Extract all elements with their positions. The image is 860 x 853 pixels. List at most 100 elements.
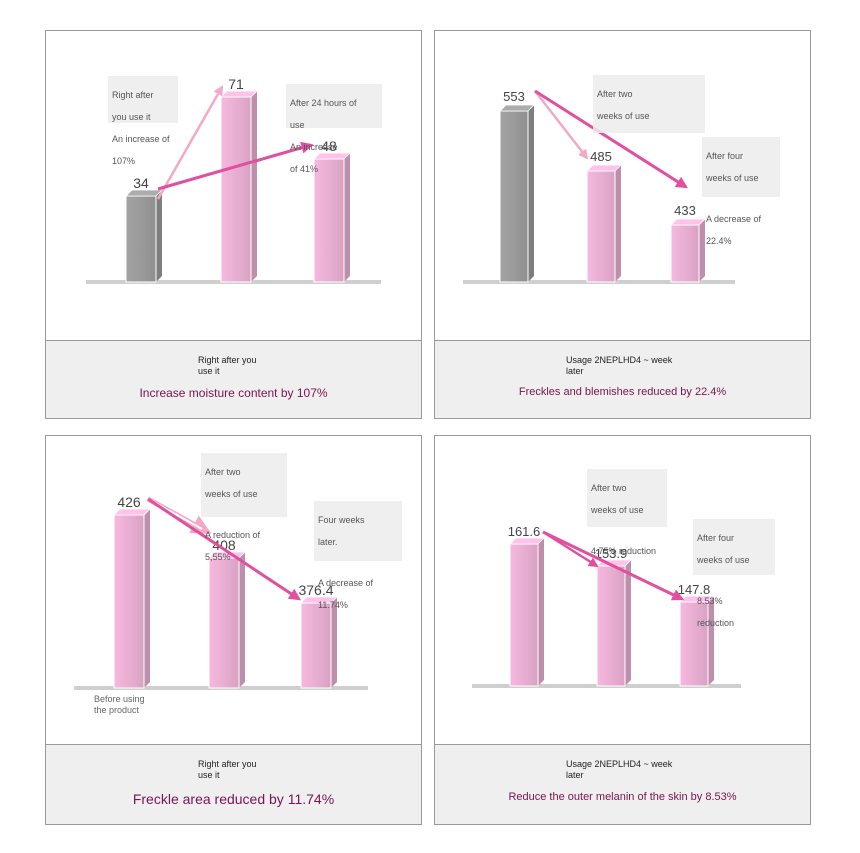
bar — [208, 551, 246, 689]
annotation-note-two-weeks: After two weeks of use 4.75% reduction — [587, 469, 667, 556]
bar-front — [220, 96, 252, 283]
note-line: Right after — [112, 90, 154, 100]
bar-side — [528, 105, 534, 282]
note-line: After two — [205, 467, 241, 477]
bar-top — [300, 596, 338, 604]
caption-title: Increase moisture content by 107% — [139, 386, 328, 400]
bar — [586, 164, 622, 283]
bar-chart-melanin: 161.6 153.9 147.8 — [472, 524, 741, 688]
caption-box: Usage 2NEPLHD4 ~ week later Freckles and… — [435, 340, 810, 418]
bar-side — [251, 91, 257, 282]
annotation-note-four-weeks: After four weeks of use 8.53% reduction — [693, 519, 775, 628]
note-line: Four weeks — [318, 515, 365, 525]
bar-side — [239, 552, 245, 688]
trend-arrow — [156, 85, 224, 200]
bar-front — [125, 195, 157, 283]
bar-front — [679, 601, 709, 687]
caption-box: Right after you use it Freckle area redu… — [46, 744, 421, 824]
bar-side — [708, 596, 714, 686]
note-line: After four — [706, 151, 744, 161]
bar — [670, 218, 706, 283]
note-line: later. — [318, 537, 338, 547]
caption-subtitle: Usage 2NEPLHD4 ~ week later — [566, 759, 673, 780]
bar-front — [586, 170, 616, 283]
note-line: weeks of use — [205, 489, 258, 499]
data-label: 376.4 — [298, 582, 333, 598]
trend-arrow — [534, 89, 689, 189]
caption-subtitle: Right after you use it — [198, 355, 257, 376]
caption-box: Right after you use it Increase moisture… — [46, 340, 421, 418]
bar-top — [220, 90, 258, 98]
bar — [596, 559, 632, 687]
bar-front — [499, 110, 529, 283]
note-line: use — [290, 120, 305, 130]
annotation-note-four-weeks: Four weeks later. A decrease of 11.74% — [314, 501, 402, 610]
note-line: 11.74% — [318, 600, 348, 610]
data-label: 34 — [133, 175, 149, 191]
bar — [499, 104, 535, 283]
data-label: 408 — [212, 537, 236, 553]
data-label: 553 — [503, 89, 525, 104]
note-line: A decrease of — [706, 214, 762, 224]
note-line: weeks of use — [597, 111, 650, 121]
note-line: After four — [697, 533, 735, 543]
annotation-note-right-after: Right after you use it An increase of 10… — [108, 76, 178, 166]
bar-top — [670, 218, 706, 226]
data-label: 71 — [228, 76, 244, 92]
note-line: After two — [597, 89, 633, 99]
bar-front — [670, 224, 700, 283]
bar-chart-freckles: 553 485 433 — [463, 89, 735, 284]
bar-front — [596, 565, 626, 687]
note-line: After two — [591, 483, 627, 493]
trend-arrow — [534, 90, 589, 160]
bar-side — [156, 190, 162, 282]
note-line: 107% — [112, 156, 136, 166]
chart-panel-freckles: 553 485 433 After two weeks of use After f… — [434, 30, 811, 419]
bar-top — [499, 104, 535, 112]
bar-top — [313, 152, 351, 160]
caption-title: Reduce the outer melanin of the skin by … — [508, 791, 737, 803]
bar-side — [344, 153, 350, 282]
annotation-note-four-weeks: After four weeks of use A decrease of 22… — [702, 137, 780, 246]
data-label: 161.6 — [508, 524, 541, 539]
bar-top — [586, 164, 622, 172]
data-label: 153.9 — [595, 546, 628, 561]
bar-side — [144, 509, 150, 688]
bar-front — [113, 514, 145, 689]
note-line: weeks of use — [706, 173, 759, 183]
bar-top — [509, 537, 545, 545]
bar-chart-moisture: 34 71 48 — [86, 76, 381, 284]
note-line: 5,55% — [205, 552, 231, 562]
annotation-note-24-hours: After 24 hours of use An increase of 41% — [286, 84, 382, 174]
bar-side — [615, 165, 621, 282]
chart-panel-melanin: 161.6 153.9 147.8 After two weeks of use 4… — [434, 435, 811, 825]
note-line: After 24 hours of — [290, 98, 357, 108]
note-line: reduction — [697, 618, 735, 628]
chart-panel-freckle-area: 426 408 376.4 After two weeks of use A red… — [45, 435, 422, 825]
caption-title: Freckles and blemishes reduced by 22.4% — [518, 386, 727, 398]
trend-arrow — [157, 141, 314, 191]
bar — [300, 596, 338, 689]
bar — [113, 508, 151, 689]
note-line: weeks of use — [697, 555, 750, 565]
caption-title: Freckle area reduced by 11.74% — [132, 791, 335, 807]
bar-front — [300, 602, 332, 689]
bar-front — [509, 543, 539, 687]
caption-subtitle: Usage 2NEPLHD4 ~ week later — [566, 355, 673, 376]
data-label: 48 — [321, 138, 337, 154]
note-line: of 41% — [290, 164, 319, 174]
note-line: 22.4% — [706, 236, 732, 246]
bar-side — [331, 597, 337, 688]
bar-side — [538, 538, 544, 686]
annotation-note-two-weeks: After two weeks of use — [593, 75, 705, 133]
data-label: 426 — [117, 494, 141, 510]
bar-side — [699, 219, 705, 282]
data-label: 147.8 — [678, 582, 711, 597]
data-label: 485 — [590, 149, 612, 164]
note-line: A reduction of — [205, 530, 261, 540]
bar-side — [625, 560, 631, 686]
note-line: 8.53% — [697, 596, 723, 606]
caption-box: Usage 2NEPLHD4 ~ week later Reduce the o… — [435, 744, 810, 824]
chart-panel-moisture: 34 71 48 Right after you use it An increas… — [45, 30, 422, 419]
bar-top — [113, 508, 151, 516]
